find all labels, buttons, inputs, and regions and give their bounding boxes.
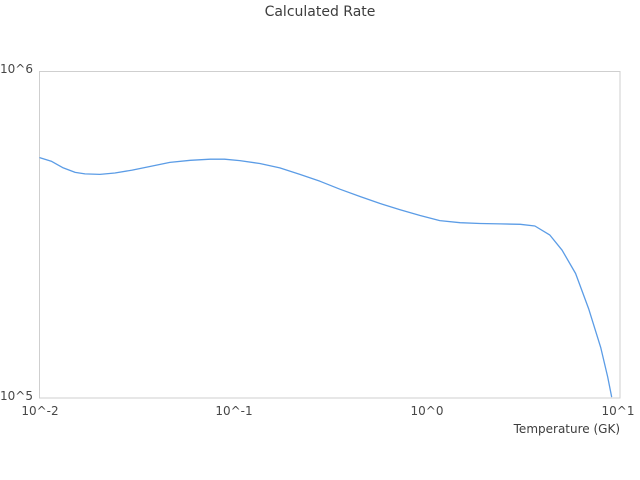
x-tick-label-1e0: 10^0	[410, 404, 444, 418]
y-tick-label-1e6: 10^6	[0, 62, 33, 76]
x-tick-label-1e-2: 10^-2	[21, 404, 59, 418]
y-tick-label-1e5: 10^5	[0, 389, 33, 403]
chart-title: Calculated Rate	[264, 4, 376, 20]
plot-border	[39, 71, 621, 399]
x-tick-label-1e-1: 10^-1	[215, 404, 253, 418]
x-tick-label-1e1: 10^1	[601, 404, 635, 418]
rate-line	[39, 157, 613, 398]
x-axis-label: Temperature (GK)	[513, 422, 620, 436]
